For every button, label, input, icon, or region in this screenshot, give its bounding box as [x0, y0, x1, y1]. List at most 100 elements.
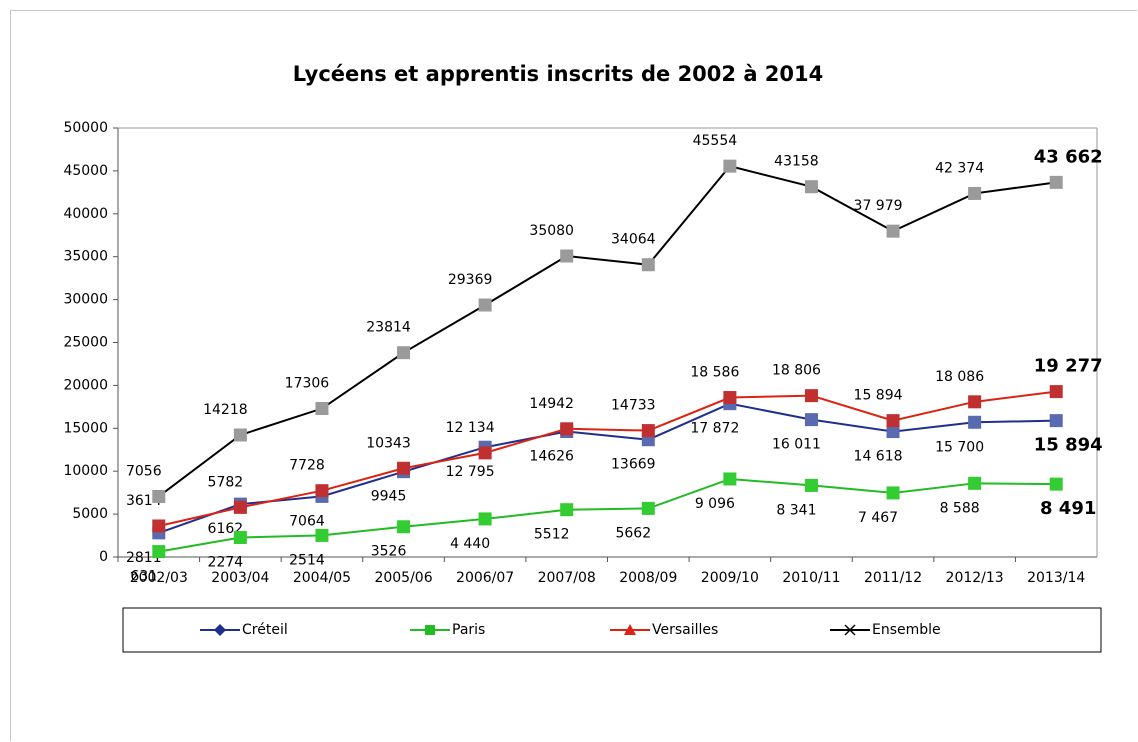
marker	[886, 486, 900, 500]
marker	[152, 545, 166, 559]
data-label: 8 491	[1040, 498, 1096, 519]
marker	[1049, 414, 1063, 428]
marker	[152, 489, 166, 503]
x-tick-label: 2008/09	[619, 570, 677, 586]
legend-marker	[214, 624, 226, 636]
data-label: 3526	[371, 544, 407, 560]
marker	[804, 413, 818, 427]
marker	[560, 422, 574, 436]
marker	[968, 476, 982, 490]
y-tick-label: 20000	[63, 377, 108, 393]
x-tick-label: 2003/04	[211, 570, 269, 586]
marker	[968, 415, 982, 429]
data-label: 5512	[534, 527, 570, 543]
marker	[233, 428, 247, 442]
marker	[886, 414, 900, 428]
marker	[641, 424, 655, 438]
y-tick-label: 15000	[63, 420, 108, 436]
data-label: 8 588	[940, 500, 980, 516]
marker	[1049, 175, 1063, 189]
marker	[886, 224, 900, 238]
x-tick-label: 2002/03	[130, 570, 188, 586]
x-tick-label: 2005/06	[374, 570, 432, 586]
data-label: 18 086	[935, 369, 984, 385]
data-label: 5782	[208, 474, 244, 490]
data-label: 16 011	[772, 437, 821, 453]
x-tick-label: 2009/10	[701, 570, 759, 586]
x-tick-label: 2004/05	[293, 570, 351, 586]
y-tick-label: 10000	[63, 463, 108, 479]
marker	[886, 425, 900, 439]
marker	[315, 484, 329, 498]
marker	[968, 395, 982, 409]
data-label: 18 586	[690, 365, 739, 381]
marker	[560, 503, 574, 517]
marker	[723, 159, 737, 173]
data-label: 19 277	[1034, 356, 1103, 377]
data-label: 43 662	[1034, 146, 1103, 167]
x-tick-label: 2011/12	[864, 570, 922, 586]
series-line	[158, 477, 1057, 553]
data-label: 17 872	[690, 421, 739, 437]
y-tick-label: 25000	[63, 335, 108, 351]
data-label: 4 440	[450, 536, 490, 552]
legend-label: Versailles	[652, 622, 718, 638]
data-label: 631	[130, 569, 157, 585]
marker	[804, 180, 818, 194]
legend-label: Paris	[452, 622, 485, 638]
data-label: 7 467	[858, 510, 898, 526]
marker	[478, 298, 492, 312]
x-tick-label: 2007/08	[538, 570, 596, 586]
data-label: 14218	[203, 402, 248, 418]
marker	[641, 501, 655, 515]
data-label: 10343	[366, 435, 411, 451]
data-label: 45554	[693, 133, 738, 149]
data-label: 34064	[611, 232, 656, 248]
legend-marker	[844, 624, 856, 636]
data-label: 7056	[126, 463, 162, 479]
data-label: 35080	[529, 223, 574, 239]
data-label: 15 700	[935, 439, 984, 455]
data-label: 9 096	[695, 496, 735, 512]
data-label: 43158	[774, 154, 819, 170]
y-tick-label: 0	[99, 549, 108, 565]
data-label: 37 979	[854, 198, 903, 214]
marker	[233, 530, 247, 544]
data-label: 2274	[208, 554, 244, 570]
data-label: 29369	[448, 272, 493, 288]
x-tick-label: 2012/13	[946, 570, 1004, 586]
y-tick-label: 40000	[63, 206, 108, 222]
x-tick-label: 2013/14	[1027, 570, 1085, 586]
legend-label: Ensemble	[872, 622, 941, 638]
marker	[315, 402, 329, 416]
data-label: 12 795	[446, 464, 495, 480]
data-label: 7064	[289, 513, 325, 529]
data-label: 18 806	[772, 363, 821, 379]
data-label: 9945	[371, 489, 407, 505]
data-label: 15 894	[854, 388, 903, 404]
marker	[560, 249, 574, 263]
x-tick-label: 2010/11	[782, 570, 840, 586]
marker	[804, 478, 818, 492]
data-label: 14626	[529, 449, 574, 465]
marker	[968, 186, 982, 200]
x-tick-label: 2006/07	[456, 570, 514, 586]
marker	[1049, 385, 1063, 399]
marker	[397, 346, 411, 360]
marker	[233, 500, 247, 514]
frame	[10, 10, 1137, 741]
marker	[478, 512, 492, 526]
data-label: 13669	[611, 457, 656, 473]
marker	[723, 472, 737, 486]
marker	[804, 389, 818, 403]
y-tick-label: 50000	[63, 120, 108, 136]
data-label: 15 894	[1034, 435, 1103, 456]
y-tick-label: 30000	[63, 292, 108, 308]
data-label: 7728	[289, 458, 325, 474]
y-tick-label: 45000	[63, 163, 108, 179]
legend-marker	[425, 625, 435, 635]
y-tick-label: 5000	[72, 506, 108, 522]
data-label: 14942	[529, 396, 574, 412]
data-label: 14733	[611, 398, 656, 414]
